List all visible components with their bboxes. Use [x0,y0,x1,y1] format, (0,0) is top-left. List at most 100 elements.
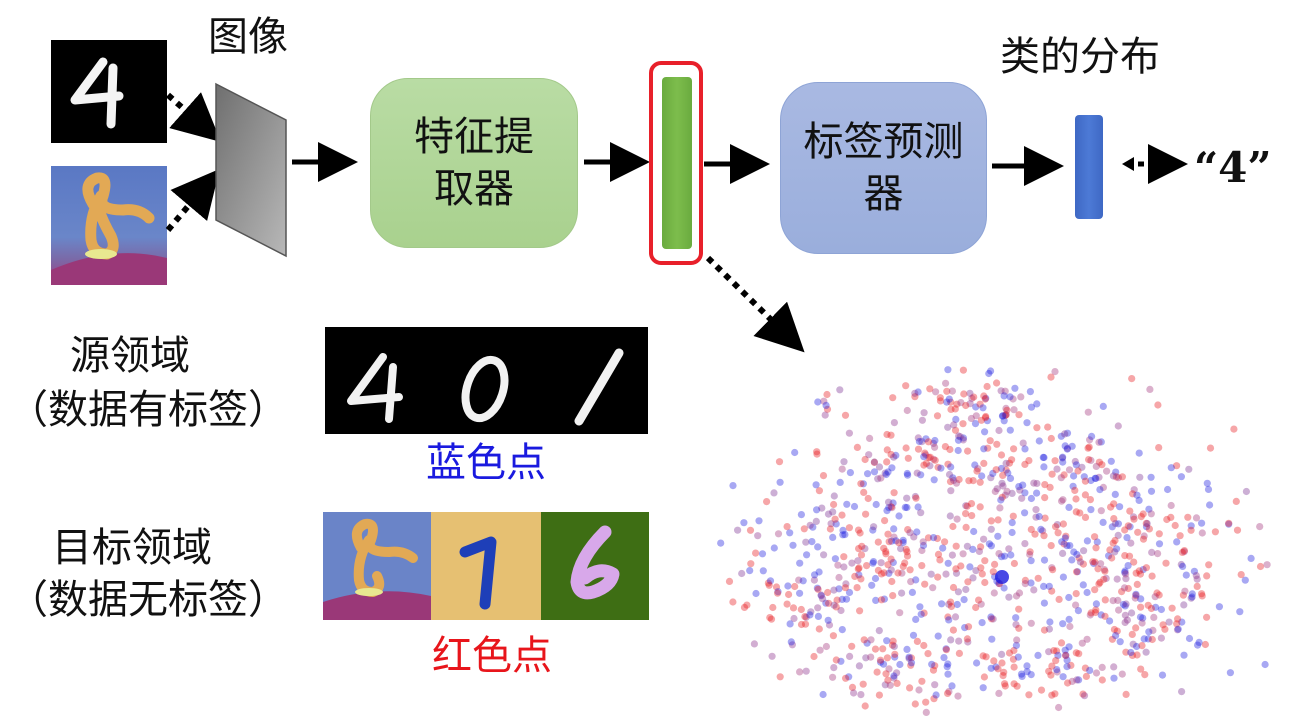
red-point [1047,434,1055,443]
blue-point [934,632,942,640]
red-point [943,387,951,395]
blue-point [1187,594,1195,602]
blue-point [1167,501,1175,510]
red-point [1041,481,1049,489]
red-point [1101,612,1109,620]
red-point [823,405,832,413]
blue-point [1109,597,1117,605]
blue-points-label: 蓝色点 [426,440,546,486]
blue-point [814,604,822,612]
red-point [1087,609,1095,617]
red-point [1132,624,1140,632]
blue-point [950,476,958,484]
red-point [1133,651,1141,659]
red-point [1205,561,1213,569]
red-point [904,454,912,462]
red-point [979,652,987,660]
blue-point [862,654,870,662]
blue-point [1076,558,1084,566]
blue-point [1180,651,1188,659]
blue-point [995,426,1003,435]
blue-point [968,394,976,402]
blue-point [824,616,832,624]
red-point [853,584,861,592]
blue-point [939,544,947,552]
blue-point [1059,549,1067,557]
red-point [740,603,749,611]
blue-point [1002,459,1010,467]
blue-point [1122,600,1130,608]
blue-point [1059,496,1067,504]
blue-point [931,681,939,689]
blue-point [918,416,926,424]
red-point [991,560,999,568]
red-point [813,450,821,458]
red-point [889,637,897,645]
blue-point [903,494,911,502]
blue-point [1006,393,1014,401]
blue-point [1063,663,1071,671]
blue-point [948,682,956,690]
blue-point [1061,430,1069,438]
red-point [959,420,967,428]
blue-point [898,569,906,577]
red-point [815,487,823,495]
blue-point [1092,462,1100,470]
blue-point [904,471,912,479]
feature-extractor-label-line1: 特征提 [414,114,534,160]
blue-point [1145,628,1153,636]
blue-point [970,527,978,536]
blue-point [1040,556,1049,564]
blue-point [1173,626,1182,634]
blue-point [946,512,954,520]
blue-point [872,500,880,509]
red-point [1142,564,1150,572]
blue-point [1177,560,1185,569]
blue-point [810,576,818,584]
blue-point [947,463,955,471]
red-point [992,466,1000,474]
red-point [1096,578,1104,586]
red-point [980,459,988,467]
feature-extractor-label-line2: 取器 [434,166,514,212]
blue-point [1058,454,1067,462]
blue-point [1236,608,1244,616]
blue-point [899,538,907,547]
red-point [1159,621,1167,629]
red-point [980,392,988,400]
target-samples-strip [323,512,649,620]
blue-point [1002,411,1010,419]
blue-point [875,463,884,471]
blue-point [770,489,778,497]
red-point [926,453,934,461]
red-point [1187,526,1195,534]
blue-point [829,673,837,681]
blue-point [1180,601,1188,609]
blue-point [926,462,934,470]
red-point [1125,552,1134,560]
blue-point [1092,600,1100,608]
blue-point [1063,444,1072,452]
red-point [1132,591,1140,599]
blue-point [868,581,876,589]
blue-point [1110,663,1118,671]
red-point [920,641,928,650]
red-point [1124,584,1132,593]
blue-point [1062,651,1070,659]
red-point [989,568,997,576]
blue-point [889,499,897,507]
blue-point [988,635,996,643]
blue-point [1143,519,1151,528]
blue-point [740,519,748,527]
blue-point [1078,639,1086,647]
red-point [830,500,838,509]
blue-point [814,543,822,551]
red-point [1002,466,1010,474]
blue-point [955,637,963,645]
red-point [1047,373,1055,381]
red-point [1198,590,1206,598]
blue-point [890,533,898,541]
blue-point [820,551,828,559]
red-point [877,596,886,604]
red-point [1136,570,1144,578]
